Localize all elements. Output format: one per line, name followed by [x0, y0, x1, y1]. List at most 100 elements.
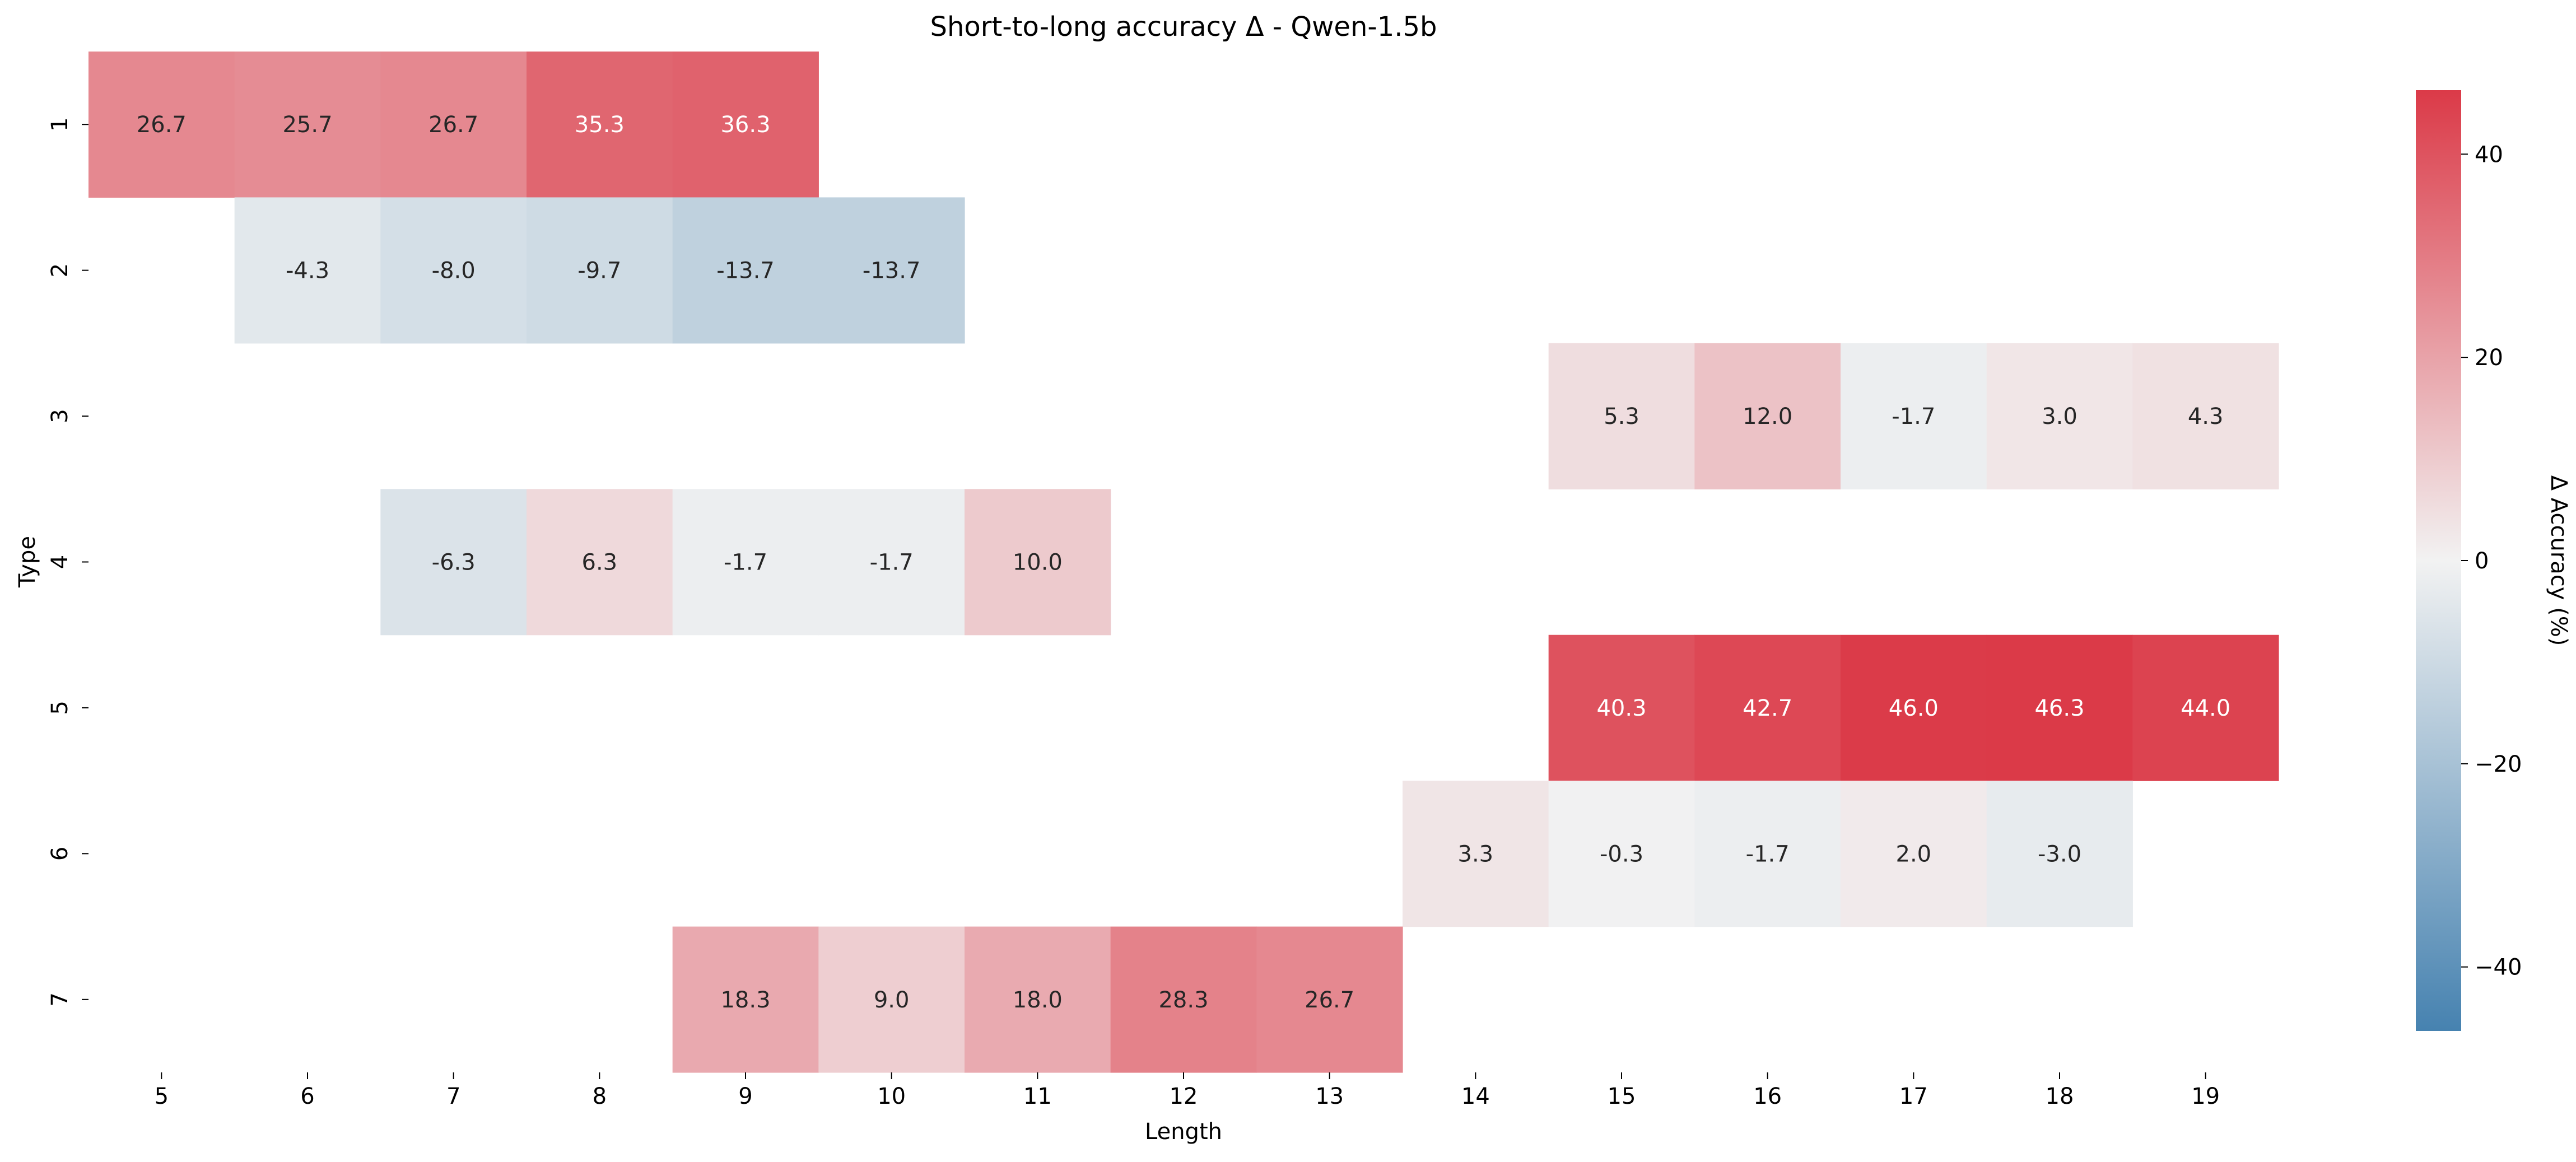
cell-value-label: 6.3 [582, 550, 618, 576]
colorbar-tick-label: 0 [2475, 548, 2489, 574]
heatmap-cell [1986, 781, 2133, 927]
cell-value-label: 12.0 [1743, 404, 1792, 430]
heatmap-cell [672, 52, 819, 198]
cell-value-label: -1.7 [724, 550, 767, 576]
heatmap-cell [965, 489, 1111, 636]
x-tick-label: 14 [1461, 1084, 1490, 1109]
heatmap-cell [672, 197, 819, 344]
x-tick-label: 11 [1023, 1084, 1052, 1109]
y-axis: 1 2 3 4 5 6 7 [47, 117, 88, 1007]
heatmap-cell [672, 926, 819, 1073]
heatmap-cell [380, 197, 527, 344]
cell-value-label: 26.7 [428, 112, 478, 138]
cell-value-label: 35.3 [575, 112, 625, 138]
heatmap-cell [234, 52, 381, 198]
colorbar-gradient [2416, 90, 2461, 1031]
y-tick-label: 4 [47, 555, 73, 569]
cell-value-label: -3.0 [2038, 841, 2081, 867]
cell-value-label: -4.3 [286, 258, 329, 284]
x-tick-label: 8 [593, 1084, 607, 1109]
heatmap-cell [672, 489, 819, 636]
cell-value-label: -1.7 [1892, 404, 1935, 430]
heatmap-cell [965, 926, 1111, 1073]
cell-value-label: -8.0 [432, 258, 476, 284]
cell-value-label: 42.7 [1743, 696, 1792, 721]
heatmap-cell [1986, 343, 2133, 489]
heatmap-cell [527, 52, 673, 198]
cell-value-label: 25.7 [282, 112, 332, 138]
heatmap-cell [234, 197, 381, 344]
cell-value-label: 5.3 [1604, 404, 1639, 430]
heatmap-cell [818, 489, 965, 636]
x-tick-label: 7 [446, 1084, 460, 1109]
colorbar-tick-label: 20 [2475, 345, 2503, 371]
cell-value-label: 18.0 [1013, 987, 1063, 1013]
cell-value-label: 10.0 [1013, 550, 1063, 576]
x-tick-label: 18 [2046, 1084, 2074, 1109]
cell-value-label: -9.7 [577, 258, 621, 284]
cell-value-label: -1.7 [870, 550, 914, 576]
y-tick-label: 1 [47, 117, 73, 131]
heatmap-cell [527, 489, 673, 636]
heatmap-cell [88, 52, 235, 198]
heatmap-cell [1403, 781, 1549, 927]
cell-value-label: 26.7 [1305, 987, 1354, 1013]
y-tick-label: 5 [47, 701, 73, 715]
heatmap-cell [380, 489, 527, 636]
x-tick-label: 12 [1170, 1084, 1198, 1109]
cell-value-label: 40.3 [1596, 696, 1646, 721]
heatmap-cell [1694, 343, 1841, 489]
heatmap-cell [1841, 781, 1987, 927]
heatmap-cell [818, 926, 965, 1073]
cell-value-label: -6.3 [432, 550, 476, 576]
y-tick-label: 6 [47, 847, 73, 861]
heatmap-cell [380, 52, 527, 198]
cell-value-label: 26.7 [137, 112, 187, 138]
heatmap-cell [2132, 634, 2279, 781]
cell-value-label: 3.3 [1458, 841, 1494, 867]
cell-value-label: 3.0 [2042, 404, 2077, 430]
colorbar-tick-label: −20 [2475, 752, 2522, 777]
heatmap-cell-labels: 26.7 25.7 26.7 35.3 36.3 -4.3 -8.0 -9.7 -13.7 -13… [137, 112, 2230, 1013]
colorbar: 40 20 0 −20 −40 [2416, 90, 2522, 1031]
x-tick-label: 6 [300, 1084, 314, 1109]
cell-value-label: -0.3 [1600, 841, 1643, 867]
y-tick-label: 2 [47, 263, 73, 277]
heatmap-cell [1986, 634, 2133, 781]
x-tick-label: 10 [877, 1084, 906, 1109]
heatmap-cell [1694, 781, 1841, 927]
x-tick-label: 16 [1753, 1084, 1782, 1109]
heatmap-cell [818, 197, 965, 344]
x-tick-label: 13 [1315, 1084, 1344, 1109]
chart-title: Short-to-long accuracy Δ - Qwen-1.5b [930, 11, 1437, 43]
x-tick-label: 5 [155, 1084, 169, 1109]
cell-value-label: 2.0 [1896, 841, 1932, 867]
y-tick-label: 3 [47, 409, 73, 423]
cell-value-label: -1.7 [1746, 841, 1790, 867]
heatmap-cell [2132, 343, 2279, 489]
colorbar-tick-label: 40 [2475, 142, 2503, 167]
heatmap-cell [1548, 781, 1695, 927]
cell-value-label: 28.3 [1158, 987, 1208, 1013]
x-axis-title: Length [1145, 1119, 1222, 1145]
cell-value-label: 44.0 [2181, 696, 2230, 721]
cell-value-label: 46.0 [1889, 696, 1939, 721]
heatmap-cell [1256, 926, 1403, 1073]
colorbar-title: Δ Accuracy (%) [2546, 475, 2572, 646]
y-axis-title: Type [15, 536, 40, 588]
heatmap-cell [527, 197, 673, 344]
heatmap-cells [88, 52, 2279, 1073]
cell-value-label: 9.0 [874, 987, 910, 1013]
cell-value-label: 46.3 [2034, 696, 2084, 721]
heatmap-cell [1548, 634, 1695, 781]
x-tick-label: 9 [738, 1084, 752, 1109]
cell-value-label: 36.3 [720, 112, 770, 138]
heatmap-cell [1548, 343, 1695, 489]
cell-value-label: 18.3 [720, 987, 770, 1013]
heatmap-cell [1841, 634, 1987, 781]
cell-value-label: -13.7 [716, 258, 775, 284]
x-tick-label: 15 [1608, 1084, 1636, 1109]
heatmap-cell [1841, 343, 1987, 489]
heatmap-cell [1694, 634, 1841, 781]
